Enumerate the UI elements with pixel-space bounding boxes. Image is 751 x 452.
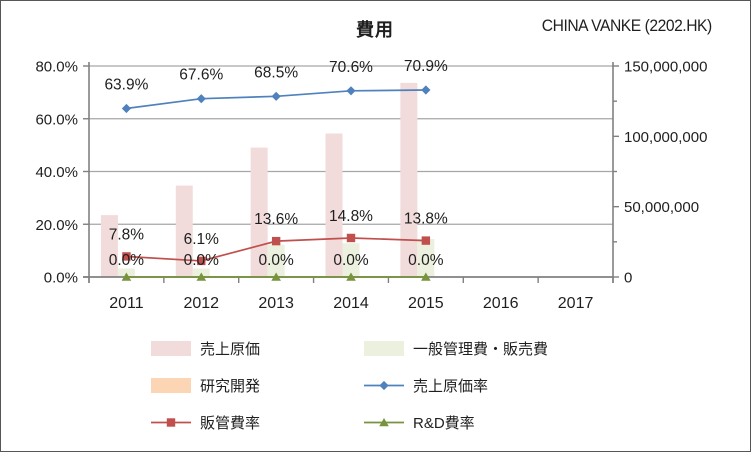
legend-label: 一般管理費・販売費 <box>413 340 549 358</box>
legend-item-rd-bar: 研究開発 <box>151 375 260 395</box>
legend-item-sga-ratio: 販管費率 <box>151 412 260 432</box>
data-label-cogs-ratio: 70.9% <box>404 58 448 75</box>
bar-sga-bar-2015 <box>417 239 435 277</box>
x-axis-label: 2011 <box>109 295 144 312</box>
chart-title: 費用 <box>356 20 394 40</box>
data-label-sga-ratio: 13.6% <box>254 211 298 228</box>
left-axis-label: 40.0% <box>35 164 78 181</box>
sga-bar-swatch-icon <box>364 340 404 356</box>
right-axis-label: 50,000,000 <box>624 199 699 216</box>
x-axis-label: 2015 <box>408 295 444 312</box>
sga-ratio-line-swatch-icon <box>151 415 191 430</box>
right-axis-label: 150,000,000 <box>624 59 707 76</box>
data-label-sga-ratio: 6.1% <box>184 231 220 248</box>
bar-sga-bar-2014 <box>342 243 360 277</box>
bar-sga-bar-2013 <box>267 244 285 277</box>
data-label-rd-ratio: 0.0% <box>109 252 145 269</box>
legend-item-cogs-bar: 売上原価 <box>151 338 260 358</box>
legend-label: R&D費率 <box>413 414 475 432</box>
left-axis-label: 60.0% <box>35 111 78 128</box>
right-axis-label: 0 <box>624 270 632 287</box>
legend-label: 販管費率 <box>200 414 261 432</box>
data-label-rd-ratio: 0.0% <box>184 252 220 269</box>
bar-cogs-bar-2011 <box>100 215 118 277</box>
legend-item-sga-bar: 一般管理費・販売費 <box>364 338 548 358</box>
legend-label: 売上原価 <box>200 340 261 358</box>
left-axis-label: 0.0% <box>44 270 78 287</box>
x-axis-label: 2013 <box>258 295 294 312</box>
data-label-sga-ratio: 13.8% <box>404 211 448 228</box>
x-axis-label: 2016 <box>483 295 519 312</box>
rd-ratio-line-swatch-icon <box>364 415 404 430</box>
data-label-rd-ratio: 0.0% <box>258 252 294 269</box>
x-axis-label: 2012 <box>183 295 219 312</box>
right-axis-label: 100,000,000 <box>624 129 707 146</box>
data-label-cogs-ratio: 68.5% <box>254 64 298 81</box>
legend-item-cogs-ratio: 売上原価率 <box>364 375 488 395</box>
legend-item-rd-ratio: R&D費率 <box>364 412 475 432</box>
bar-cogs-bar-2012 <box>175 185 193 277</box>
bar-cogs-bar-2015 <box>400 82 418 277</box>
legend-label: 研究開発 <box>200 377 261 395</box>
x-axis-label: 2014 <box>333 295 369 312</box>
data-label-rd-ratio: 0.0% <box>333 252 369 269</box>
x-axis-label: 2017 <box>558 295 594 312</box>
legend-label: 売上原価率 <box>413 377 489 395</box>
left-axis-label: 20.0% <box>35 217 78 234</box>
cogs-bar-swatch-icon <box>151 340 191 356</box>
left-axis-label: 80.0% <box>35 59 78 76</box>
cogs-ratio-line-swatch-icon <box>364 378 404 393</box>
data-label-cogs-ratio: 70.6% <box>329 59 373 76</box>
data-label-cogs-ratio: 67.6% <box>179 67 223 84</box>
bar-cogs-bar-2014 <box>325 133 343 277</box>
data-label-cogs-ratio: 63.9% <box>104 76 148 93</box>
data-label-sga-ratio: 7.8% <box>109 226 145 243</box>
ticker-label: CHINA VANKE (2202.HK) <box>542 16 712 35</box>
rd-bar-swatch-icon <box>151 377 191 393</box>
data-label-rd-ratio: 0.0% <box>408 252 444 269</box>
data-label-sga-ratio: 14.8% <box>329 208 373 225</box>
